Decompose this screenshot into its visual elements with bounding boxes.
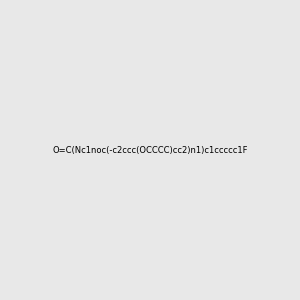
Text: O=C(Nc1noc(-c2ccc(OCCCC)cc2)n1)c1ccccc1F: O=C(Nc1noc(-c2ccc(OCCCC)cc2)n1)c1ccccc1F [52,146,248,154]
